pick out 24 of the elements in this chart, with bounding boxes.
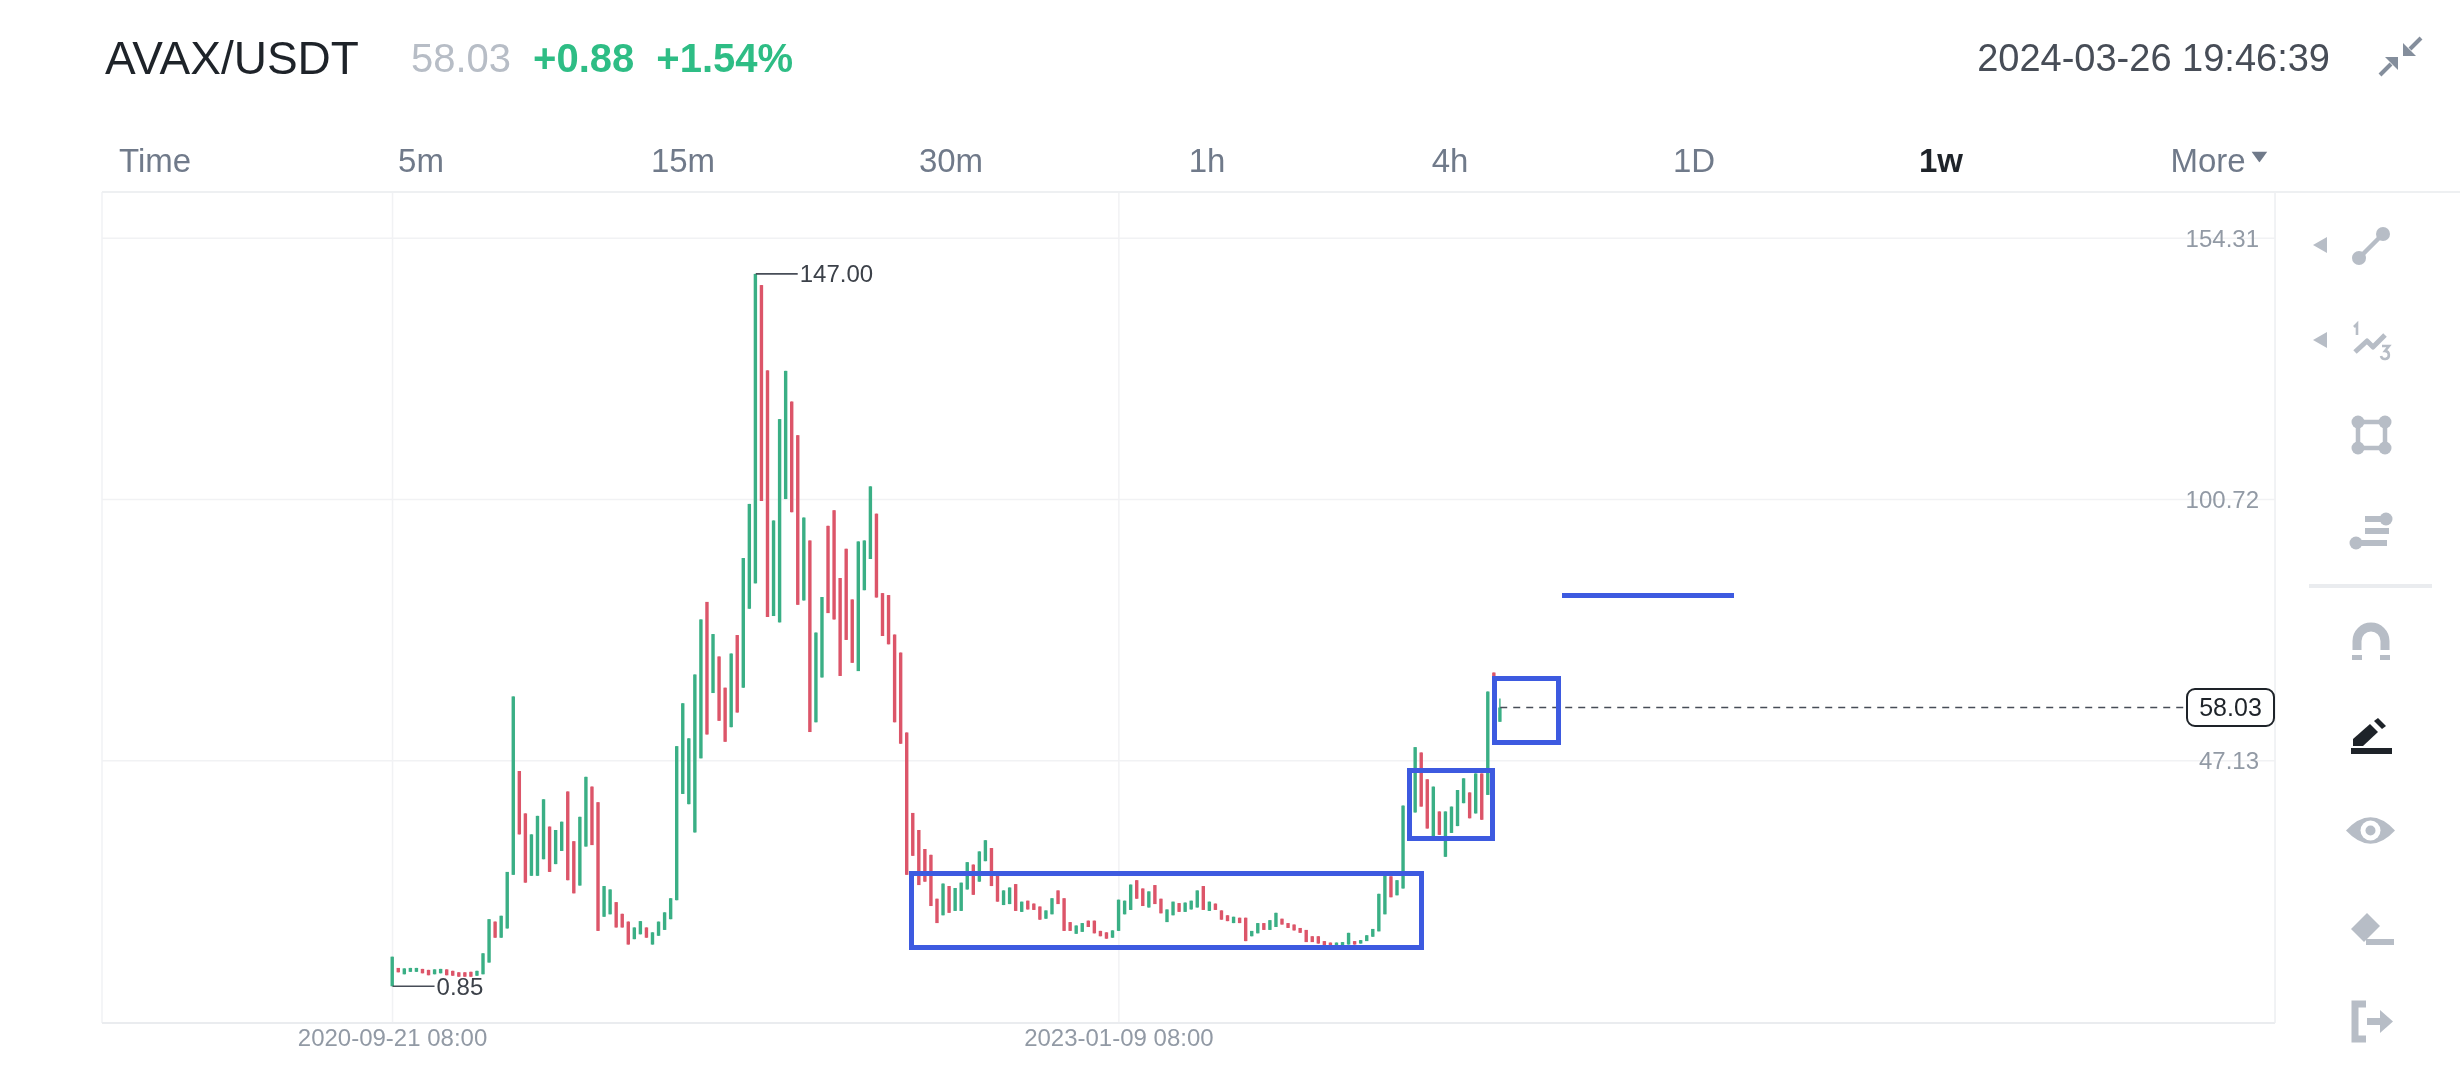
text: 5m	[398, 141, 444, 179]
text: 30m	[918, 141, 984, 179]
text: 1h	[1188, 141, 1226, 179]
x-tick-label: 2020-09-21 08:00	[297, 1024, 488, 1052]
chart-subtitle: 58.03 +0.88 +1.54%	[411, 36, 794, 80]
text: 2024-03-26 19:46:39	[1977, 37, 2330, 79]
chart-title: AVAX/USDT	[105, 32, 359, 84]
text: 4h	[1431, 141, 1469, 179]
text: 1D	[1672, 141, 1716, 179]
ref-line-label: 58.03	[2199, 693, 2262, 722]
annotation: 0.85	[436, 972, 484, 1000]
candlestick	[1498, 697, 1502, 723]
text: More	[2170, 141, 2246, 179]
y-tick-label: 100.72	[2185, 485, 2259, 513]
candlestick	[1135, 879, 1139, 900]
text: Time	[118, 141, 192, 179]
text: 15m	[650, 141, 716, 179]
price-tag: 58.03	[2186, 688, 2275, 727]
candlestick	[1437, 810, 1442, 836]
text: 1w	[1918, 141, 1964, 179]
y-tick-label: 154.31	[2185, 224, 2259, 252]
x-tick-label: 2023-01-09 08:00	[1024, 1024, 1214, 1052]
annotation: 147.00	[799, 260, 874, 288]
y-tick-label: 47.13	[2198, 747, 2259, 775]
